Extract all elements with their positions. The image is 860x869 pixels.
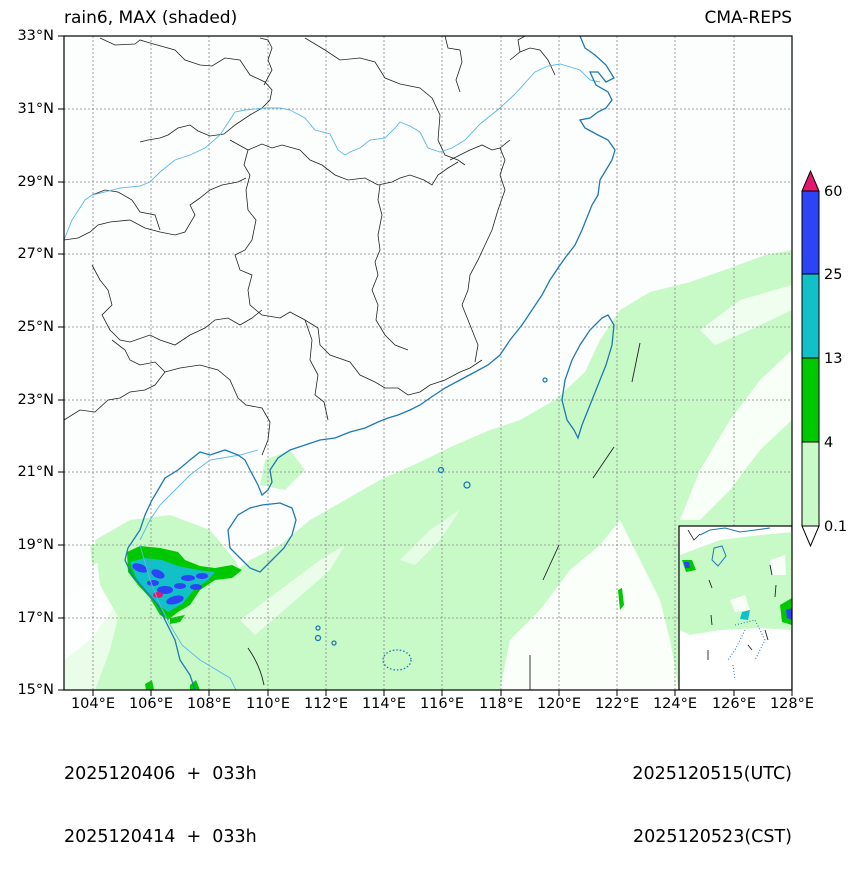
colorbar-over-triangle [801,169,820,192]
lon-label-124: 124°E [652,696,698,712]
rivers [64,63,601,690]
extreme-rain-cell [153,592,163,598]
coastline [124,36,616,690]
lon-label-108: 108°E [186,696,232,712]
valid-time-block: 2025120515(UTC) 2025120523(CST) [632,722,792,869]
map-frame [63,35,793,691]
init-time-block: 2025120406 + 033h 2025120414 + 033h [64,722,257,869]
lon-label-112: 112°E [303,696,349,712]
lon-label-128: 128°E [769,696,815,712]
lat-label-25: 25°N [17,319,54,335]
colorbar-band-25-60 [801,190,820,275]
light-rain-field [64,250,792,690]
track-lines [247,342,641,690]
lon-label-126: 126°E [711,696,757,712]
colorbar-label-13: 13 [824,351,843,367]
colorbar [801,169,820,548]
axis-ticks [58,35,793,696]
valid-time-cst: 2025120523(CST) [632,827,792,847]
lon-label-110: 110°E [245,696,291,712]
lon-label-104: 104°E [70,696,116,712]
lat-label-19: 19°N [17,537,54,553]
lon-label-120: 120°E [536,696,582,712]
init-time-cst: 2025120414 + 033h [64,827,257,847]
lon-label-116: 116°E [419,696,465,712]
colorbar-band-4-13 [801,357,820,443]
lon-label-122: 122°E [594,696,640,712]
lat-label-23: 23°N [17,392,54,408]
precipitation-map [58,35,820,696]
colorbar-band-0.1-4 [801,441,820,527]
province-borders [64,36,556,456]
graticule [64,36,792,690]
lat-label-17: 17°N [17,610,54,626]
lat-label-21: 21°N [17,464,54,480]
valid-time-utc: 2025120515(UTC) [632,764,792,784]
lat-label-31: 31°N [17,101,54,117]
init-time-utc: 2025120406 + 033h [64,764,257,784]
lat-label-29: 29°N [17,174,54,190]
lat-label-27: 27°N [17,246,54,262]
chart-title: rain6, MAX (shaded) [64,8,238,28]
model-name: CMA-REPS [704,8,792,28]
lon-label-106: 106°E [128,696,174,712]
lon-label-118: 118°E [478,696,524,712]
inset-map [678,525,792,690]
colorbar-under-triangle [801,525,820,548]
colorbar-label-4: 4 [824,435,834,451]
lon-label-114: 114°E [361,696,407,712]
colorbar-label-0.1: 0.1 [824,519,848,535]
lat-label-15: 15°N [17,682,54,698]
colorbar-band-13-25 [801,273,820,359]
colorbar-label-25: 25 [824,267,843,283]
colorbar-label-60: 60 [824,184,843,200]
lat-label-33: 33°N [17,28,54,44]
